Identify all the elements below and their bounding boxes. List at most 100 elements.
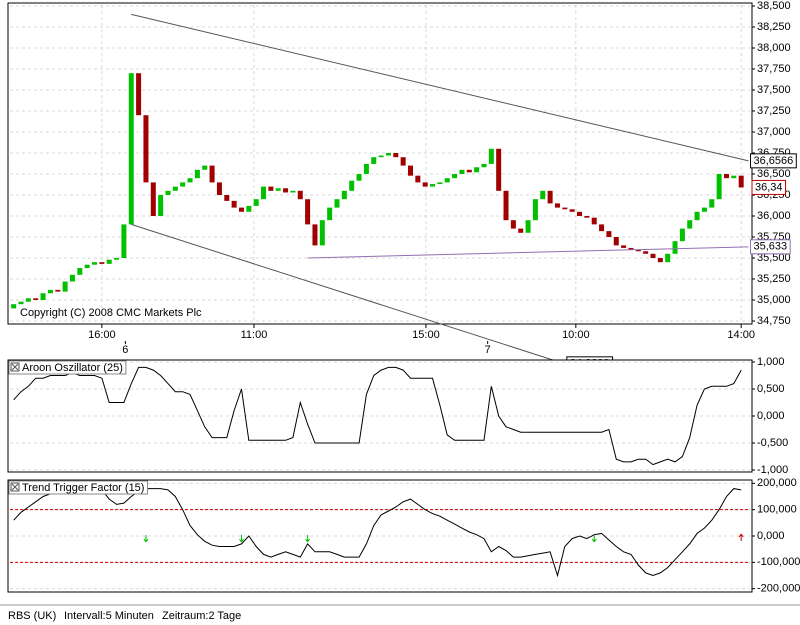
candle [628, 247, 634, 250]
y-tick-label: 37,500 [757, 84, 791, 96]
candle [202, 165, 208, 170]
last-price-label: 36,34 [755, 181, 783, 193]
day-tick-label: 7 [485, 344, 491, 356]
close-icon-cross [11, 363, 19, 371]
candle [723, 173, 729, 179]
y-tick-label: -200,000 [757, 583, 800, 595]
y-tick-label: 100,000 [757, 504, 797, 516]
candle [297, 190, 303, 200]
candle [643, 251, 649, 254]
candle [290, 190, 296, 193]
candle [385, 153, 391, 156]
candle [687, 220, 693, 229]
candle [488, 148, 494, 164]
y-tick-label: 38,250 [757, 21, 791, 33]
candle [180, 182, 186, 187]
candle [114, 257, 120, 260]
signal-arrow [738, 533, 744, 541]
candle [246, 205, 252, 212]
trend-line [131, 13, 749, 162]
signal-arrow [305, 535, 311, 543]
candle [540, 190, 546, 200]
candle [55, 289, 61, 292]
y-tick-label: 35,250 [757, 273, 791, 285]
candle [525, 220, 531, 233]
copyright: Copyright (C) 2008 CMC Markets Plc [20, 307, 202, 319]
candle [356, 173, 362, 181]
candle [106, 259, 112, 264]
candle [584, 215, 590, 218]
candle [92, 262, 98, 265]
footer-period: Zeitraum:2 Tage [162, 610, 241, 622]
x-tick-label: 16:00 [88, 329, 116, 341]
candle [496, 148, 502, 191]
y-tick-label: -100,000 [757, 556, 800, 568]
y-tick-label: -0,500 [757, 437, 788, 449]
candle [128, 73, 134, 225]
candle [99, 262, 105, 264]
candle [518, 228, 524, 233]
candle [268, 186, 274, 191]
y-tick-label: 0,500 [757, 383, 785, 395]
close-icon-cross [11, 483, 19, 491]
candle [238, 207, 244, 212]
candle [165, 190, 171, 195]
candle [216, 182, 222, 195]
panel-title: Aroon Oszillator (25) [22, 362, 123, 374]
candle [187, 178, 193, 183]
candle [11, 304, 17, 309]
candle [657, 257, 663, 263]
candle [231, 200, 237, 208]
y-tick-label: -1,000 [757, 464, 788, 476]
candle [731, 175, 737, 179]
footer-interval: Intervall:5 Minuten [64, 610, 154, 622]
y-tick-label: 200,000 [757, 477, 797, 489]
candle [481, 163, 487, 168]
candle [635, 249, 641, 252]
candle [349, 180, 355, 191]
candle [143, 115, 149, 183]
candle [606, 231, 612, 237]
panel-title: Trend Trigger Factor (15) [22, 482, 144, 494]
candle [158, 194, 164, 216]
candle [150, 182, 156, 216]
candle [591, 217, 597, 225]
candle [503, 190, 509, 221]
candle [452, 173, 458, 179]
candle [701, 207, 707, 212]
y-tick-label: 37,000 [757, 126, 791, 138]
candle [709, 199, 715, 208]
candle [716, 173, 722, 200]
candle [694, 211, 700, 221]
candle [554, 203, 560, 208]
candle [738, 175, 744, 188]
x-tick-label: 15:00 [412, 329, 440, 341]
candle [378, 155, 384, 158]
candle [261, 186, 267, 200]
candle [407, 165, 413, 176]
candle [569, 209, 575, 212]
candle [547, 190, 553, 204]
candle [577, 211, 583, 216]
candle [194, 169, 200, 179]
y-tick-label: 35,000 [757, 294, 791, 306]
candle [47, 289, 53, 294]
x-tick-label: 11:00 [241, 329, 268, 341]
candle [415, 175, 421, 183]
candle [562, 207, 568, 210]
candle [437, 182, 443, 185]
day-tick-label: 6 [122, 344, 128, 356]
candle [283, 188, 289, 193]
candle [430, 184, 436, 187]
candle [599, 224, 605, 232]
footer-symbol: RBS (UK) [8, 610, 56, 622]
candle [327, 207, 333, 221]
candle [679, 228, 685, 242]
trend-label: 36,6566 [754, 155, 794, 167]
candle [650, 253, 656, 258]
panel-frame [7, 2, 753, 325]
y-tick-label: 36,500 [757, 168, 791, 180]
candle [253, 199, 259, 206]
trend-label-box [750, 153, 797, 169]
